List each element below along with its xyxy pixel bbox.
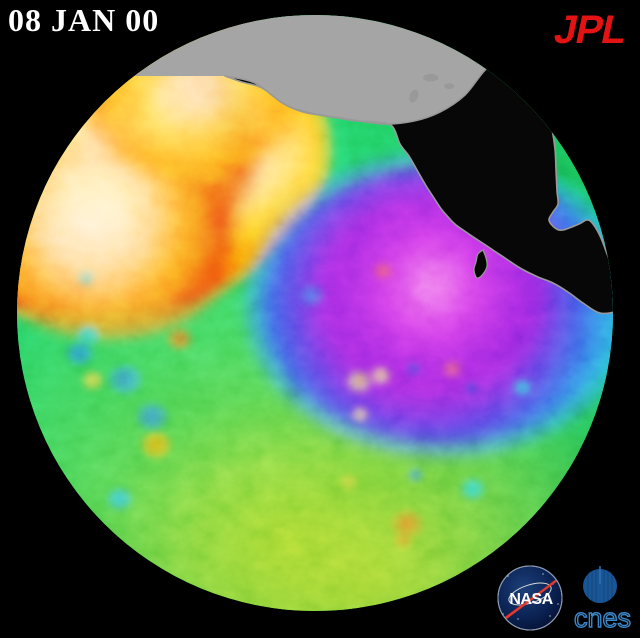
svg-text:cnes: cnes [574, 603, 631, 633]
svg-text:NASA: NASA [509, 591, 553, 608]
